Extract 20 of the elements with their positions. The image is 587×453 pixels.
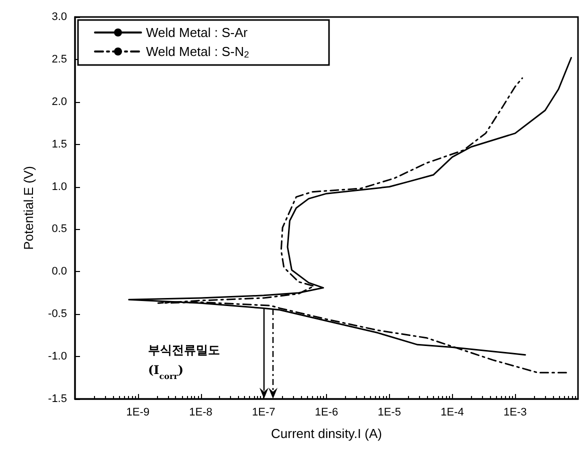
y-tick-label: 2.5 (52, 53, 67, 66)
y-tick-label: 2.0 (52, 96, 67, 108)
y-tick-label: 1.0 (52, 180, 67, 193)
x-tick-label: 1E-6 (314, 406, 338, 418)
y-tick-label: 0.5 (52, 223, 67, 236)
legend-label: Weld Metal : S-Ar (146, 25, 248, 40)
y-tick-label: -1.5 (48, 393, 67, 405)
x-tick-label: 1E-8 (189, 406, 212, 418)
y-tick-label: 1.5 (52, 138, 67, 150)
x-tick-label: 1E-4 (440, 406, 464, 418)
y-tick-label: -0.5 (48, 308, 67, 320)
y-tick-label: 3.0 (52, 11, 67, 23)
y-axis-title: Potential.E (V) (21, 166, 36, 250)
x-tick-label: 1E-7 (252, 406, 276, 418)
x-tick-label: 1E-5 (378, 406, 401, 418)
x-tick-label: 1E-9 (126, 406, 150, 418)
x-axis-title: Current dinsity.I (A) (270, 426, 382, 441)
y-tick-label: 0.0 (52, 266, 67, 278)
x-tick-label: 1E-3 (504, 406, 527, 418)
y-tick-label: -1.0 (48, 350, 67, 363)
